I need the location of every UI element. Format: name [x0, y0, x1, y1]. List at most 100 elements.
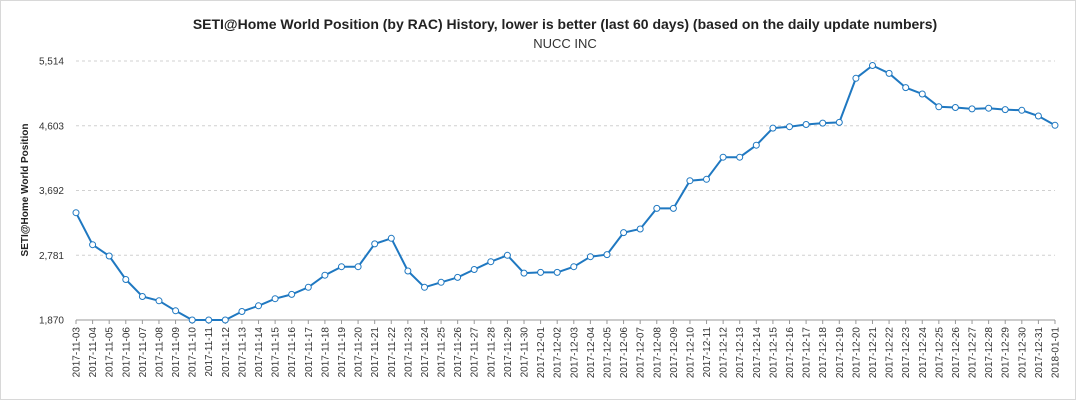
data-point[interactable]: [586, 253, 594, 261]
data-point[interactable]: [437, 278, 445, 286]
data-point[interactable]: [387, 234, 395, 242]
data-point[interactable]: [487, 258, 495, 266]
y-tick-label: 1,870: [39, 316, 64, 327]
data-point[interactable]: [819, 119, 827, 127]
data-point[interactable]: [188, 316, 196, 324]
x-tick-label: 2017-12-10: [685, 327, 696, 379]
data-point[interactable]: [835, 118, 843, 126]
data-point[interactable]: [404, 267, 412, 275]
data-point[interactable]: [786, 123, 793, 131]
data-point[interactable]: [89, 241, 97, 249]
data-point[interactable]: [703, 175, 710, 183]
x-tick-label: 2017-11-04: [88, 327, 99, 378]
x-tick-label: 2017-12-09: [669, 327, 680, 379]
data-point[interactable]: [520, 269, 528, 277]
data-point[interactable]: [902, 84, 910, 92]
y-axis-label: SETI@Home World Position: [20, 124, 31, 257]
data-point[interactable]: [951, 104, 959, 111]
data-point[interactable]: [1018, 106, 1026, 114]
data-point[interactable]: [537, 268, 545, 276]
data-point[interactable]: [985, 104, 993, 112]
data-point[interactable]: [221, 316, 229, 324]
data-point[interactable]: [885, 69, 893, 77]
x-tick-label: 2017-11-06: [121, 327, 132, 378]
data-points: [72, 62, 1059, 324]
data-point[interactable]: [769, 124, 777, 132]
x-tick-label: 2017-11-16: [287, 327, 298, 378]
x-tick-label: 2017-12-07: [636, 327, 647, 379]
data-point[interactable]: [802, 121, 810, 128]
chart-title: SETI@Home World Position (by RAC) Histor…: [193, 16, 937, 32]
x-tick-label: 2017-12-14: [752, 327, 763, 379]
data-point[interactable]: [271, 295, 279, 303]
data-point[interactable]: [653, 204, 661, 212]
x-tick-label: 2017-12-05: [602, 327, 613, 379]
data-point[interactable]: [686, 177, 694, 185]
data-point[interactable]: [968, 105, 976, 113]
x-tick-label: 2017-12-29: [1001, 327, 1012, 379]
data-point[interactable]: [238, 308, 246, 315]
x-tick-label: 2017-12-22: [885, 327, 896, 379]
x-tick-label: 2017-12-12: [719, 327, 730, 379]
x-tick-label: 2017-11-27: [470, 327, 481, 378]
x-tick-label: 2017-12-06: [619, 327, 630, 379]
data-point[interactable]: [470, 266, 478, 273]
x-tick-label: 2017-11-20: [354, 327, 365, 378]
data-point[interactable]: [553, 268, 561, 276]
data-point[interactable]: [719, 153, 727, 161]
data-point[interactable]: [752, 141, 760, 149]
data-point[interactable]: [105, 252, 113, 260]
data-point[interactable]: [122, 276, 130, 283]
data-point[interactable]: [869, 62, 876, 69]
x-tick-label: 2017-12-13: [735, 327, 746, 379]
data-point[interactable]: [852, 74, 860, 82]
x-tick-label: 2017-12-08: [652, 327, 663, 379]
data-point[interactable]: [138, 293, 146, 300]
data-point[interactable]: [503, 251, 511, 259]
x-tick-label: 2017-12-18: [818, 327, 829, 379]
data-point[interactable]: [570, 263, 578, 271]
data-point[interactable]: [321, 271, 329, 279]
data-point[interactable]: [1051, 121, 1059, 129]
data-point[interactable]: [371, 240, 379, 248]
data-point[interactable]: [172, 307, 180, 315]
data-point[interactable]: [72, 209, 80, 217]
data-point[interactable]: [354, 263, 362, 271]
x-axis-ticks: 2017-11-03 2017-11-04 2017-11-05 2017-11-06…: [72, 320, 1062, 378]
x-tick-label: 2017-11-07: [138, 327, 149, 378]
data-point[interactable]: [1034, 112, 1042, 120]
data-point[interactable]: [288, 290, 296, 298]
series-line: [75, 64, 1056, 321]
data-point[interactable]: [935, 103, 943, 111]
x-tick-label: 2017-11-11: [204, 327, 215, 377]
data-point[interactable]: [603, 251, 611, 259]
data-point[interactable]: [620, 229, 628, 237]
x-tick-label: 2017-11-13: [237, 327, 248, 378]
data-point[interactable]: [255, 302, 262, 310]
x-tick-label: 2017-11-24: [420, 327, 431, 378]
data-point[interactable]: [736, 153, 744, 161]
y-tick-label: 2,781: [39, 251, 64, 262]
x-tick-label: 2017-11-22: [387, 327, 398, 378]
x-tick-label: 2017-12-28: [984, 327, 995, 379]
data-point[interactable]: [205, 316, 213, 324]
y-tick-label: 5,514: [39, 57, 64, 68]
data-point[interactable]: [636, 225, 644, 233]
x-tick-label: 2017-11-19: [337, 327, 348, 378]
data-point[interactable]: [421, 283, 428, 291]
x-tick-label: 2017-12-16: [785, 327, 796, 379]
data-point[interactable]: [304, 283, 312, 291]
x-tick-label: 2017-12-17: [802, 327, 813, 379]
data-point[interactable]: [918, 90, 926, 98]
x-tick-label: 2017-11-17: [304, 327, 315, 378]
data-point[interactable]: [338, 263, 345, 271]
x-tick-label: 2017-11-30: [520, 327, 531, 378]
data-point[interactable]: [669, 204, 677, 212]
data-point[interactable]: [1001, 106, 1009, 114]
x-tick-label: 2017-12-31: [1034, 327, 1045, 379]
x-tick-label: 2017-11-15: [271, 327, 282, 378]
data-point[interactable]: [454, 273, 462, 281]
data-point[interactable]: [155, 297, 163, 305]
